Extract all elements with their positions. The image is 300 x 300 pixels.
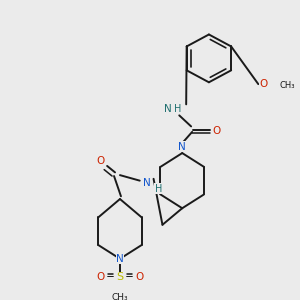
Text: H: H: [155, 184, 162, 194]
Text: H: H: [174, 104, 181, 114]
Text: N: N: [178, 142, 186, 152]
Text: N: N: [143, 178, 151, 188]
Text: O: O: [259, 79, 267, 89]
Text: O: O: [136, 272, 144, 282]
Text: N: N: [116, 254, 124, 264]
Text: S: S: [116, 272, 124, 282]
Text: CH₃: CH₃: [279, 80, 295, 89]
Text: CH₃: CH₃: [112, 293, 128, 300]
Text: O: O: [213, 126, 221, 136]
Text: N: N: [164, 104, 171, 114]
Text: O: O: [96, 272, 104, 282]
Text: O: O: [96, 156, 104, 166]
